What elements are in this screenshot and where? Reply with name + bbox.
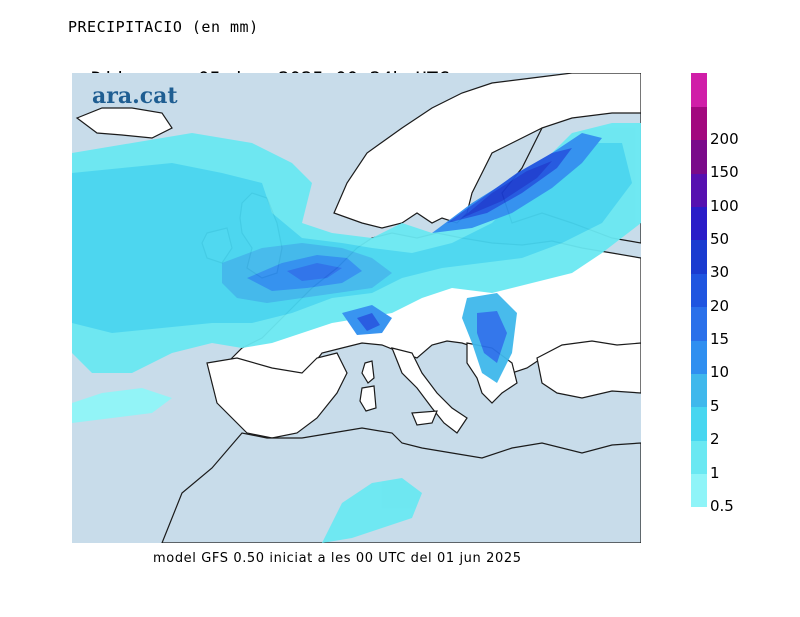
legend-label: 0.5 (710, 497, 734, 515)
legend-swatch (691, 139, 707, 174)
legend (691, 73, 707, 508)
legend-label: 15 (710, 330, 730, 349)
legend-swatch (691, 173, 707, 208)
legend-label: 100 (710, 196, 739, 215)
legend-swatch (691, 206, 707, 241)
legend-label: 20 (710, 296, 730, 315)
legend-label: 200 (710, 129, 739, 148)
legend-swatch (691, 340, 707, 374)
legend-label: 1 (710, 463, 720, 482)
legend-label: 2 (710, 430, 720, 449)
logo: ara.cat (92, 83, 178, 109)
legend-label: 150 (710, 163, 739, 182)
legend-label: 10 (710, 363, 730, 382)
legend-swatch (691, 306, 707, 341)
legend-label: 5 (710, 396, 720, 415)
precipitation-overlay (72, 123, 641, 543)
legend-swatch (691, 106, 707, 141)
model-info: model GFS 0.50 iniciat a les 00 UTC del … (153, 551, 522, 566)
legend-swatch (691, 473, 707, 508)
map-canvas (72, 73, 641, 543)
legend-swatch (691, 239, 707, 274)
legend-label: 50 (710, 229, 730, 248)
legend-swatch (691, 273, 707, 308)
legend-swatch (691, 73, 707, 107)
legend-label: 30 (710, 263, 730, 282)
chart-title: PRECIPITACIO (en mm) (68, 18, 259, 36)
legend-swatch (691, 406, 707, 441)
precipitation-map: ara.cat (72, 73, 641, 543)
legend-swatch (691, 440, 707, 475)
legend-swatch (691, 373, 707, 408)
